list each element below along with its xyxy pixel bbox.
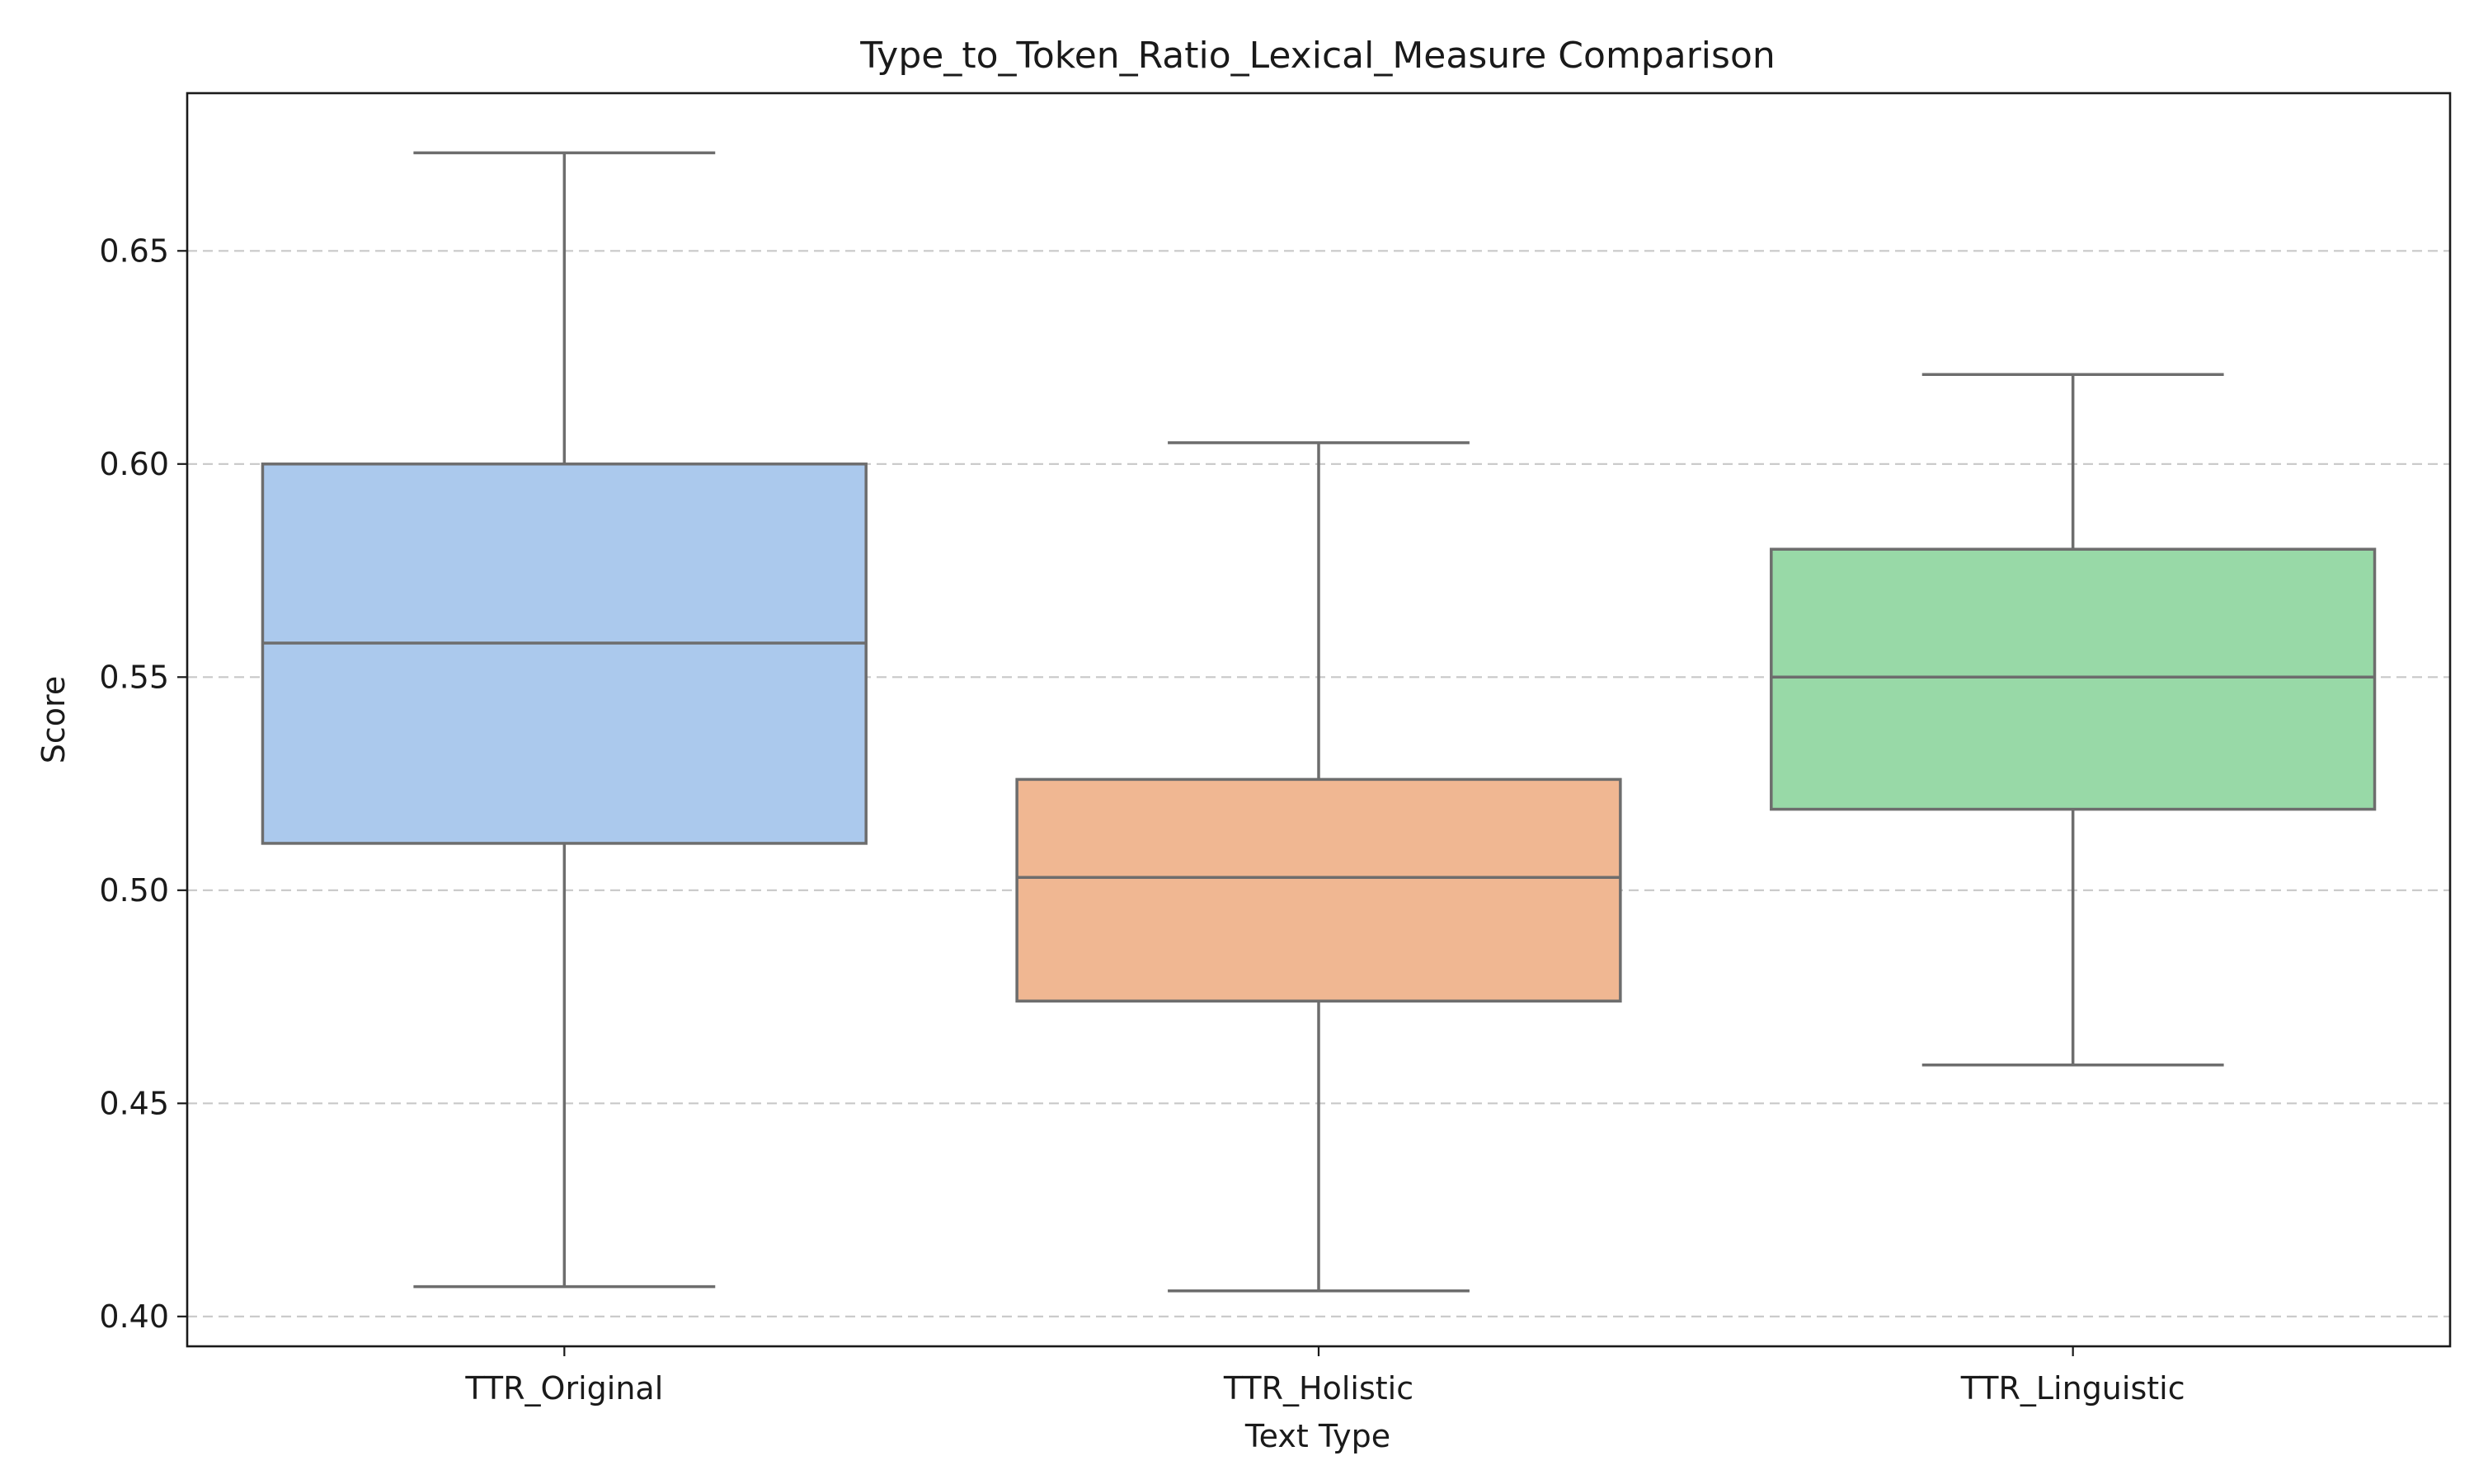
interquartile-box: [1015, 777, 1622, 1003]
y-tick-label: 0.65: [99, 232, 169, 269]
x-axis-label: Text Type: [1244, 1418, 1390, 1454]
x-tick-label: TTR_Holistic: [1223, 1370, 1413, 1407]
box-TTR_Linguistic: [1770, 373, 2377, 1067]
x-tick-label: TTR_Linguistic: [1960, 1370, 2185, 1407]
y-tick-label: 0.45: [99, 1085, 169, 1121]
interquartile-box: [1770, 547, 2377, 811]
chart-title: Type_to_Token_Ratio_Lexical_Measure Comp…: [859, 35, 1776, 77]
y-tick-label: 0.60: [99, 446, 169, 482]
y-tick-label: 0.50: [99, 872, 169, 909]
boxes: [261, 151, 2377, 1293]
x-axis-ticks: TTR_Original TTR_Holistic TTR_Linguistic: [464, 1346, 2185, 1407]
box-TTR_Holistic: [1015, 441, 1622, 1293]
y-tick-label: 0.55: [99, 659, 169, 695]
y-tick-label: 0.40: [99, 1298, 169, 1335]
x-tick-label: TTR_Original: [464, 1370, 663, 1407]
y-axis-ticks: 0.40 0.45 0.50 0.55 0.60 0.65: [99, 232, 187, 1335]
interquartile-box: [261, 463, 868, 845]
box-TTR_Original: [261, 151, 868, 1289]
y-axis-label: Score: [35, 676, 72, 763]
